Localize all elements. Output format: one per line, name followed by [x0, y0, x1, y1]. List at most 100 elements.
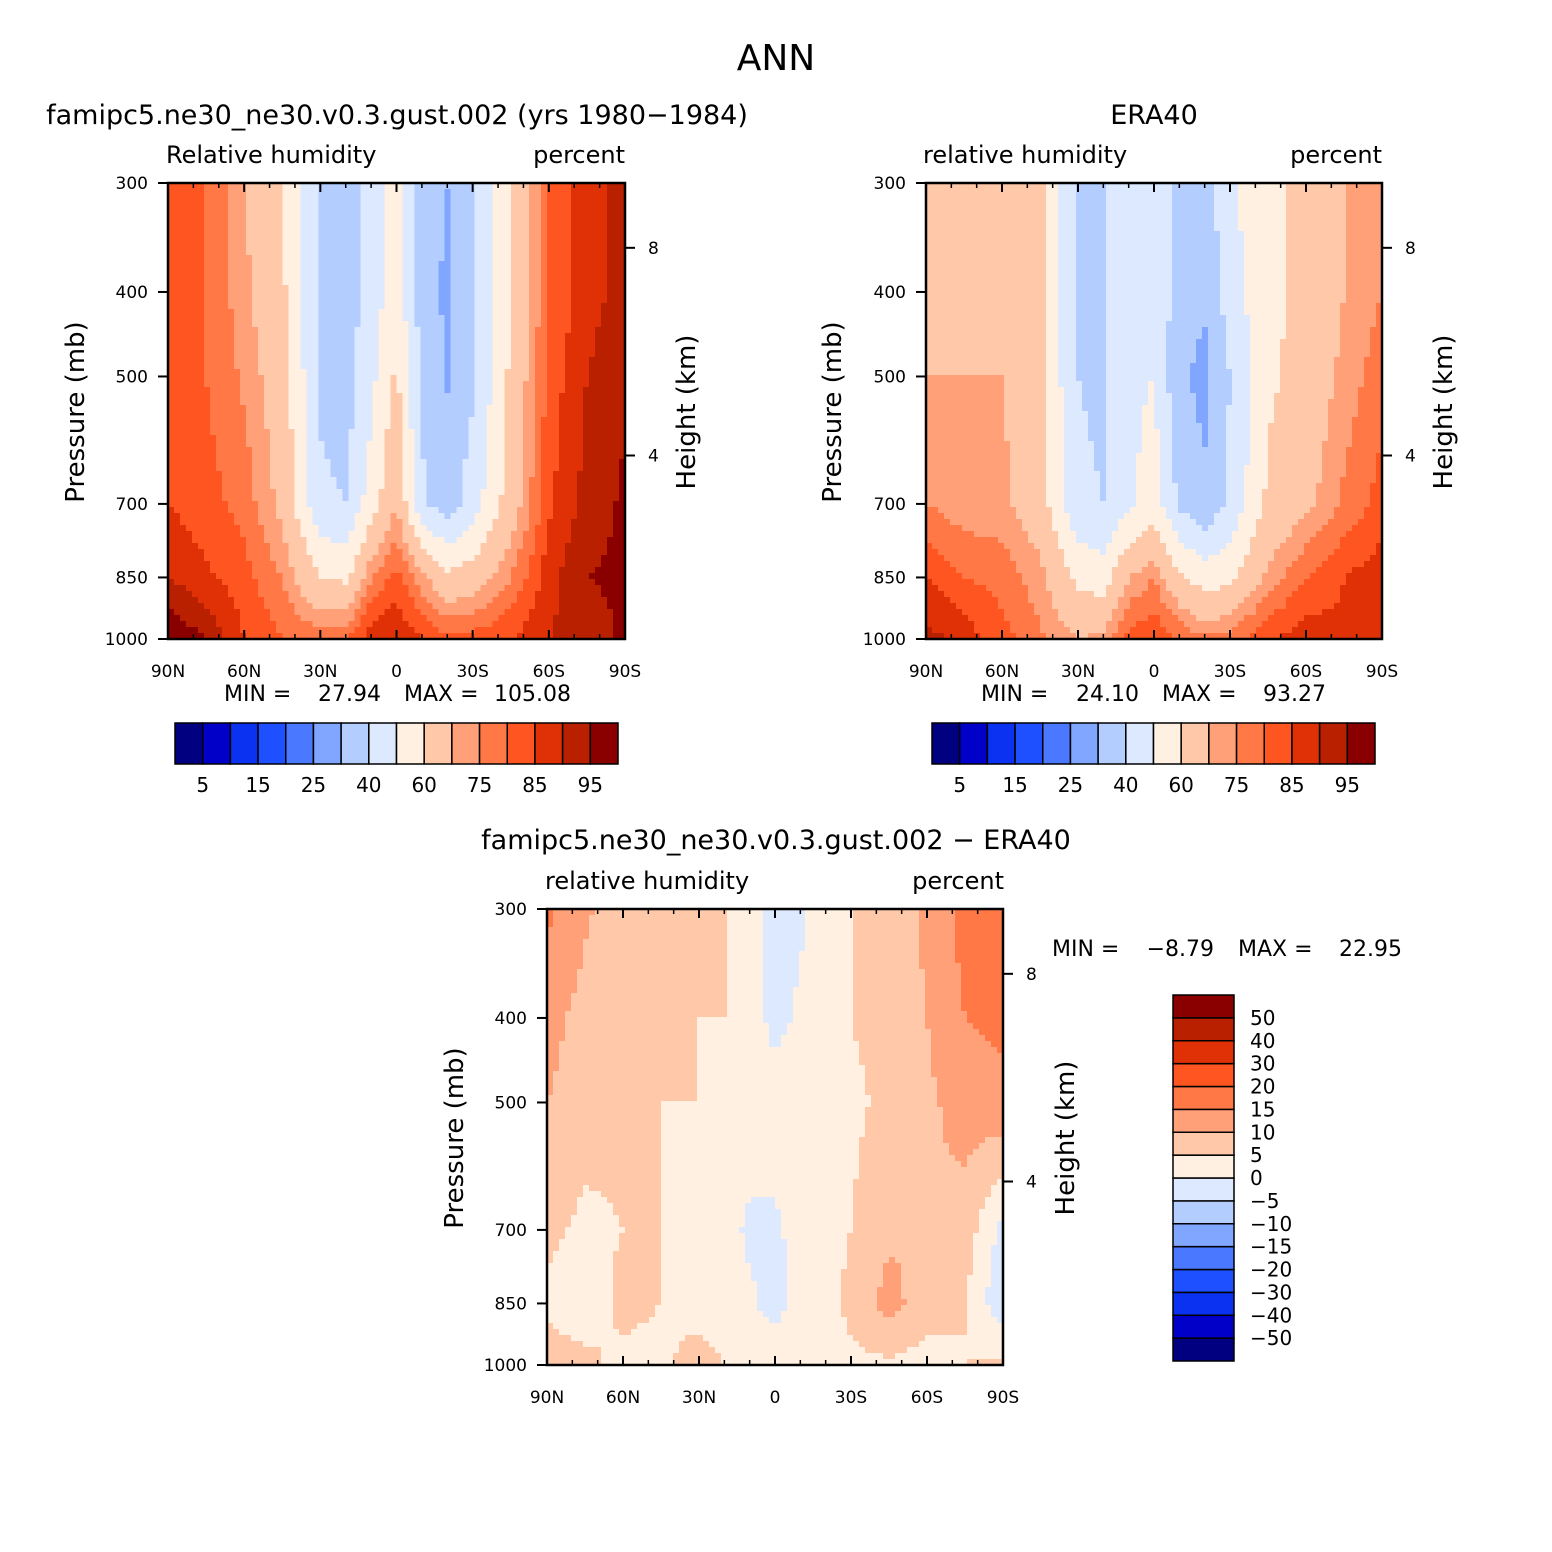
- field-cell: [252, 297, 259, 304]
- field-cell: [534, 297, 542, 304]
- field-cell: [276, 357, 283, 364]
- field-cell: [384, 441, 392, 448]
- field-cell: [426, 195, 434, 202]
- field-cell: [564, 423, 572, 430]
- field-cell: [276, 495, 283, 502]
- field-cell: [510, 213, 518, 220]
- field-cell: [576, 441, 584, 448]
- field-cell: [390, 417, 398, 424]
- field-cell: [354, 225, 362, 232]
- field-cell: [540, 213, 548, 220]
- field-cell: [354, 297, 362, 304]
- field-cell: [270, 339, 277, 346]
- field-cell: [360, 369, 368, 376]
- field-cell: [510, 339, 518, 346]
- field-cell: [570, 369, 578, 376]
- field-cell: [558, 519, 566, 526]
- field-cell: [288, 501, 295, 508]
- field-cell: [486, 363, 494, 370]
- field-cell: [600, 435, 608, 442]
- field-cell: [378, 291, 386, 298]
- field-cell: [444, 273, 452, 280]
- field-cell: [354, 285, 362, 292]
- field-cell: [594, 417, 602, 424]
- field-cell: [288, 339, 295, 346]
- field-cell: [420, 333, 428, 340]
- field-cell: [438, 423, 446, 430]
- field-cell: [312, 411, 319, 418]
- field-cell: [312, 477, 319, 484]
- field-cell: [354, 219, 362, 226]
- field-cell: [480, 519, 488, 526]
- field-cell: [312, 333, 319, 340]
- field-cell: [180, 561, 187, 568]
- field-cell: [192, 285, 199, 292]
- field-cell: [564, 489, 572, 496]
- field-cell: [612, 399, 620, 406]
- field-cell: [588, 297, 596, 304]
- field-cell: [390, 459, 398, 466]
- field-cell: [504, 309, 512, 316]
- field-cell: [588, 261, 596, 268]
- field-cell: [228, 429, 235, 436]
- field-cell: [438, 285, 446, 292]
- field-cell: [300, 495, 307, 502]
- field-cell: [372, 573, 380, 580]
- field-cell: [324, 507, 331, 514]
- field-cell: [438, 459, 446, 466]
- field-cell: [576, 465, 584, 472]
- field-cell: [462, 483, 470, 490]
- field-cell: [372, 303, 380, 310]
- field-cell: [618, 405, 626, 412]
- field-cell: [408, 465, 416, 472]
- field-cell: [582, 297, 590, 304]
- field-cell: [462, 489, 470, 496]
- field-cell: [390, 387, 398, 394]
- field-cell: [198, 573, 205, 580]
- field-cell: [504, 291, 512, 298]
- field-cell: [354, 417, 362, 424]
- field-cell: [300, 267, 307, 274]
- field-cell: [516, 189, 524, 196]
- field-cell: [306, 369, 313, 376]
- field-cell: [438, 471, 446, 478]
- field-cell: [246, 309, 253, 316]
- field-cell: [504, 327, 512, 334]
- field-cell: [174, 183, 181, 190]
- field-cell: [498, 183, 506, 190]
- field-cell: [420, 375, 428, 382]
- field-cell: [558, 417, 566, 424]
- field-cell: [612, 261, 620, 268]
- field-cell: [234, 279, 241, 286]
- field-cell: [372, 249, 380, 256]
- field-cell: [318, 525, 325, 532]
- field-cell: [294, 423, 301, 430]
- field-cell: [528, 207, 536, 214]
- field-cell: [228, 435, 235, 442]
- field-cell: [300, 537, 307, 544]
- field-cell: [582, 519, 590, 526]
- field-cell: [498, 567, 506, 574]
- field-cell: [528, 393, 536, 400]
- field-cell: [258, 513, 265, 520]
- field-cell: [480, 369, 488, 376]
- field-cell: [354, 477, 362, 484]
- field-cell: [414, 279, 422, 286]
- field-cell: [438, 393, 446, 400]
- field-cell: [504, 453, 512, 460]
- field-cell: [396, 369, 404, 376]
- field-cell: [522, 327, 530, 334]
- field-cell: [252, 483, 259, 490]
- field-cell: [216, 429, 223, 436]
- field-cell: [558, 435, 566, 442]
- field-cell: [552, 225, 560, 232]
- field-cell: [486, 435, 494, 442]
- field-cell: [450, 375, 458, 382]
- field-cell: [558, 237, 566, 244]
- field-cell: [480, 291, 488, 298]
- field-cell: [216, 459, 223, 466]
- field-cell: [420, 459, 428, 466]
- field-cell: [198, 381, 205, 388]
- field-cell: [264, 441, 271, 448]
- field-cell: [402, 393, 410, 400]
